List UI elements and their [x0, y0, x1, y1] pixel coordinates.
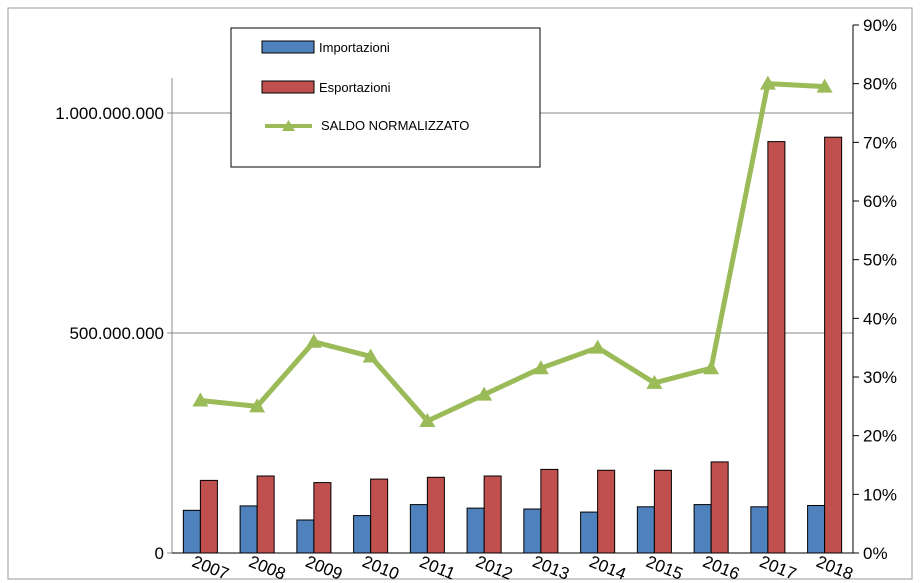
bar-esportazioni-2011 — [426, 476, 445, 554]
axes — [171, 25, 854, 554]
bar-importazioni-2007 — [182, 509, 201, 554]
right-tick-label-8: 80% — [863, 75, 897, 94]
legend-label-saldo: SALDO NORMALIZZATO — [321, 118, 469, 133]
bar-importazioni-2008 — [239, 505, 258, 554]
saldo-marker-2007 — [192, 392, 209, 407]
bar-esportazioni-2013 — [540, 468, 559, 554]
right-tick-label-0: 0% — [863, 544, 888, 563]
right-tick-label-1: 10% — [863, 485, 897, 504]
right-tick-label-7: 70% — [863, 133, 897, 152]
saldo-line — [200, 81, 825, 424]
bar-importazioni-2017 — [750, 506, 769, 554]
bar-esportazioni-2009 — [313, 482, 332, 554]
bar-esportazioni-2015 — [653, 469, 672, 554]
saldo-marker-2011 — [419, 413, 436, 427]
bar-esportazioni-2017 — [767, 141, 786, 554]
right-tick-label-4: 40% — [863, 309, 897, 328]
right-tick-label-3: 30% — [863, 368, 897, 387]
right-tick-label-5: 50% — [863, 251, 897, 270]
left-tick-label-1: 500.000.000 — [69, 324, 164, 343]
left-tick-label-2: 1.000.000.000 — [55, 104, 164, 123]
saldo-marker-2008 — [249, 398, 266, 413]
saldo-marker-2013 — [532, 360, 549, 375]
legend-label-importazioni: Importazioni — [319, 40, 390, 55]
left-tick-label-0: 0 — [155, 544, 164, 563]
saldo-marker-2010 — [362, 348, 379, 363]
bar-importazioni-2013 — [523, 508, 542, 554]
bar-esportazioni-2008 — [256, 475, 275, 554]
legend-swatch-esportazioni — [261, 80, 315, 94]
bar-esportazioni-2014 — [597, 469, 616, 554]
bar-esportazioni-2012 — [483, 475, 502, 554]
bar-esportazioni-2010 — [370, 478, 389, 554]
bar-importazioni-2014 — [580, 511, 599, 554]
bar-importazioni-2015 — [636, 506, 655, 554]
legend-swatch-importazioni — [261, 40, 315, 54]
saldo-marker-2015 — [646, 374, 663, 389]
bar-importazioni-2009 — [296, 519, 315, 554]
bar-esportazioni-2016 — [710, 461, 729, 554]
bar-importazioni-2011 — [409, 504, 428, 554]
right-tick-label-6: 60% — [863, 192, 897, 211]
right-tick-label-2: 20% — [863, 427, 897, 446]
bars — [182, 136, 843, 554]
saldo-line-series — [192, 75, 833, 427]
legend-label-esportazioni: Esportazioni — [319, 80, 391, 95]
bar-importazioni-2012 — [466, 507, 485, 554]
legend-marker-saldo — [282, 120, 295, 131]
bar-importazioni-2018 — [807, 504, 826, 554]
left-axis-ticks: 0 500.000.000 1.000.000.000 — [55, 104, 172, 563]
saldo-marker-2017 — [759, 75, 776, 90]
right-axis-ticks: 0% 10% 20% 30% 40% 50% 60% 70% 80% 90% — [853, 16, 897, 563]
saldo-marker-2012 — [476, 386, 493, 401]
bar-importazioni-2016 — [693, 504, 712, 554]
legend: Importazioni Esportazioni SALDO NORMALIZ… — [230, 27, 541, 168]
saldo-marker-2009 — [305, 333, 322, 348]
bar-esportazioni-2018 — [824, 136, 843, 554]
saldo-marker-2016 — [703, 360, 720, 375]
right-tick-label-9: 90% — [863, 16, 897, 35]
saldo-marker-2018 — [816, 78, 833, 93]
bar-importazioni-2010 — [353, 515, 372, 554]
saldo-marker-2014 — [589, 339, 606, 354]
bar-esportazioni-2007 — [199, 479, 218, 554]
